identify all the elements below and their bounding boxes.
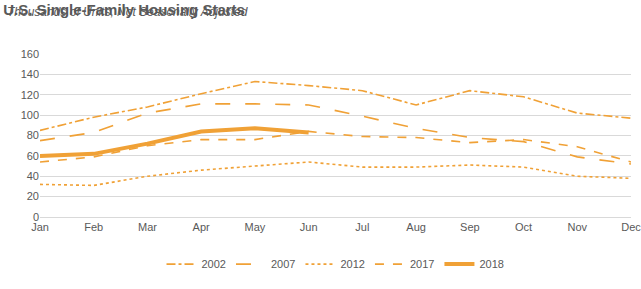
- svg-text:Jul: Jul: [355, 221, 369, 233]
- svg-text:2012: 2012: [340, 258, 364, 270]
- svg-text:2018: 2018: [479, 258, 503, 270]
- svg-text:Aug: Aug: [406, 221, 426, 233]
- svg-text:2017: 2017: [410, 258, 434, 270]
- svg-text:Oct: Oct: [515, 221, 532, 233]
- svg-text:Jan: Jan: [31, 221, 49, 233]
- svg-text:100: 100: [21, 109, 39, 121]
- svg-text:May: May: [245, 221, 266, 233]
- svg-text:160: 160: [21, 48, 39, 60]
- svg-text:0: 0: [33, 211, 39, 223]
- svg-text:80: 80: [27, 129, 39, 141]
- svg-text:Jun: Jun: [300, 221, 318, 233]
- svg-text:2002: 2002: [202, 258, 226, 270]
- svg-text:Feb: Feb: [84, 221, 103, 233]
- svg-text:Dec: Dec: [621, 221, 641, 233]
- svg-text:Nov: Nov: [567, 221, 587, 233]
- svg-text:U.S. Single-Family Housing Sta: U.S. Single-Family Housing Starts: [3, 1, 245, 18]
- svg-text:Thousands of Units, Not Season: Thousands of Units, Not Seasonally Adjus…: [7, 5, 248, 19]
- svg-text:Sep: Sep: [460, 221, 480, 233]
- svg-text:120: 120: [21, 89, 39, 101]
- svg-text:140: 140: [21, 68, 39, 80]
- svg-text:60: 60: [27, 150, 39, 162]
- svg-text:Apr: Apr: [193, 221, 210, 233]
- svg-text:2007: 2007: [271, 258, 295, 270]
- svg-text:Mar: Mar: [138, 221, 157, 233]
- svg-text:40: 40: [27, 170, 39, 182]
- svg-text:20: 20: [27, 190, 39, 202]
